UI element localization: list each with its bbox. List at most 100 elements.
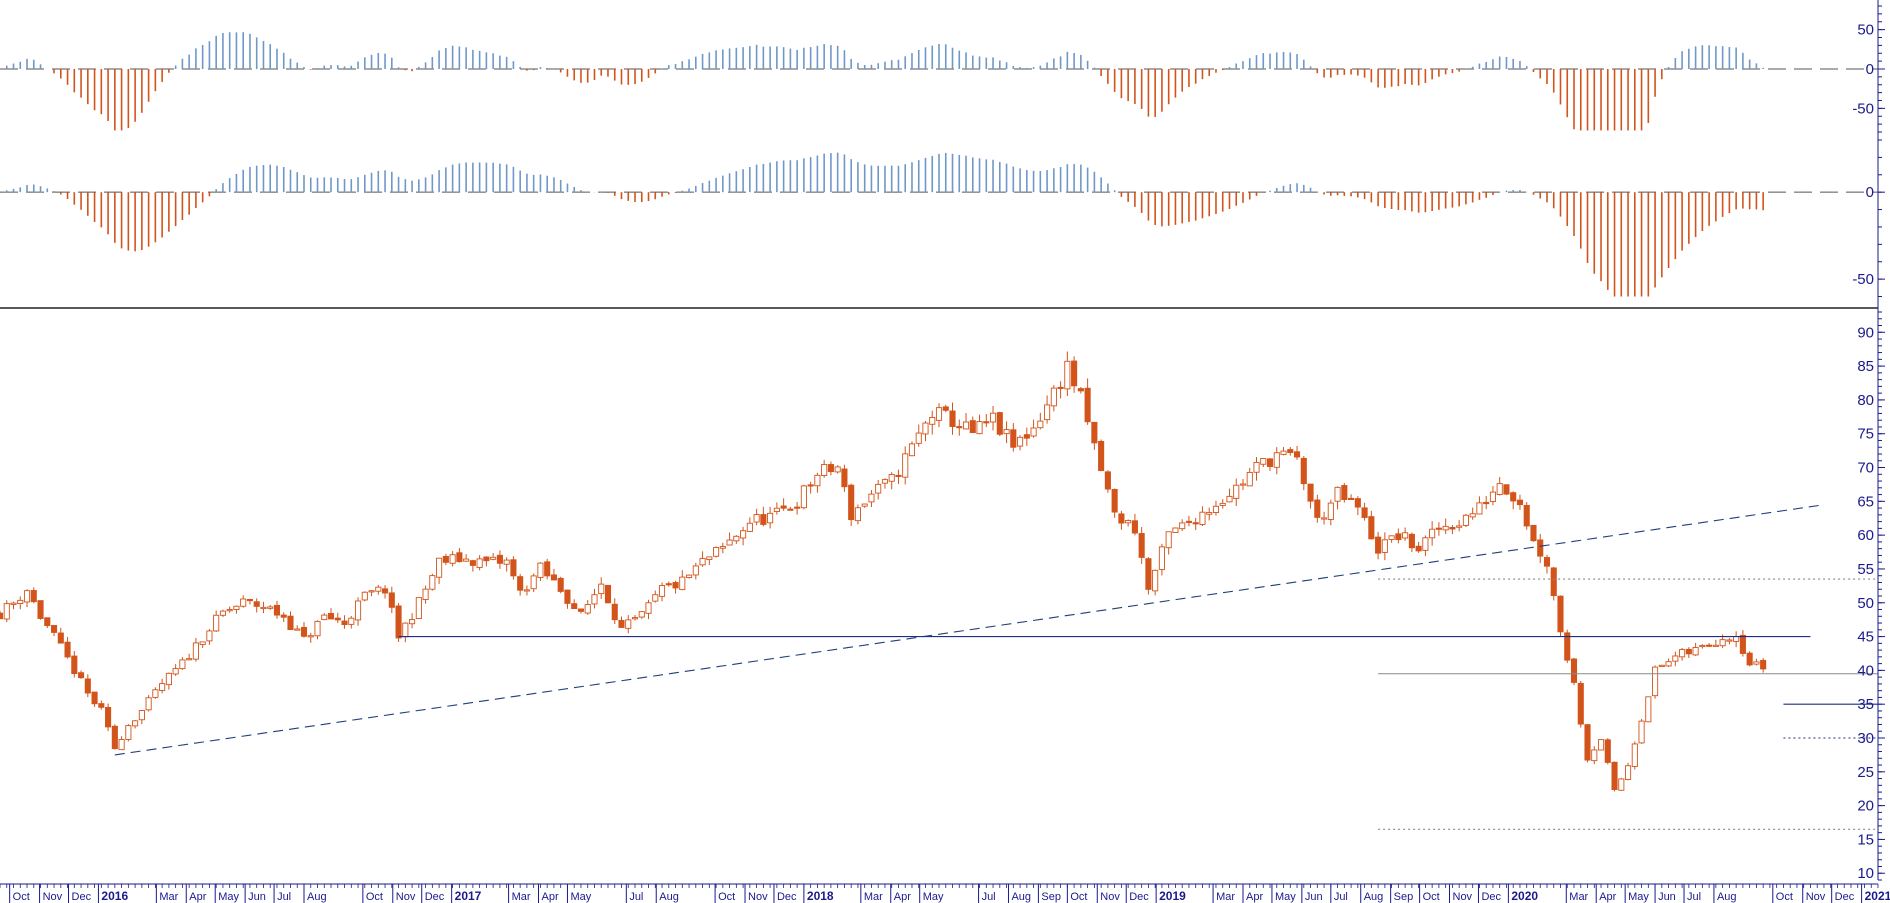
y-axis-tick-label: 15 <box>1857 831 1874 848</box>
candle-body <box>1753 661 1760 665</box>
y-axis-tick-label: 90 <box>1857 324 1874 341</box>
candle-body <box>1192 522 1199 525</box>
candle-body <box>1631 743 1638 767</box>
candle-body <box>1381 539 1388 553</box>
candle-body <box>503 559 510 565</box>
x-axis-month-label: Jun <box>1305 891 1323 903</box>
x-axis: Oct Nov Dec 2016 Mar Apr May Jun Jul Aug Oct Nov Dec… <box>0 883 1890 903</box>
x-axis-month-label: Dec <box>1835 891 1855 903</box>
candle-body <box>395 605 402 639</box>
candle-body <box>1030 427 1037 437</box>
candle-body <box>787 508 794 511</box>
y-axis-tick-label: 20 <box>1857 798 1874 815</box>
candle-body <box>388 592 395 608</box>
candle-body <box>888 474 895 482</box>
candle-body <box>382 588 389 594</box>
candle-body <box>1577 682 1584 725</box>
candle-body <box>875 483 882 494</box>
candle-body <box>510 559 517 577</box>
candle-body <box>280 614 287 618</box>
y-axis: -50 0 50 -50 0 10 15 20 25 30 35 40 45 50 55 60 65 70 75 80… <box>1852 0 1885 882</box>
x-axis-month-label: Nov <box>1806 891 1826 903</box>
candle-body <box>713 547 720 557</box>
candle-body <box>98 703 105 708</box>
candle-body <box>206 630 213 642</box>
candle-body <box>1557 595 1564 633</box>
candle-body <box>1591 749 1598 762</box>
x-axis-month-label: Jul <box>629 891 643 903</box>
candle-body <box>1084 387 1091 423</box>
candle-body <box>780 505 787 509</box>
candle-body <box>929 417 936 425</box>
candle-body <box>733 535 740 542</box>
x-axis-month-label: Nov <box>1453 891 1473 903</box>
candle-body <box>631 617 639 620</box>
x-axis-year-label: 2021 <box>1865 889 1890 903</box>
y-axis-tick-label: 55 <box>1857 561 1874 578</box>
x-axis-month-label: Dec <box>72 891 92 903</box>
candle-body <box>537 562 544 578</box>
candle-body <box>165 672 172 686</box>
x-axis-month-label: Dec <box>1129 891 1149 903</box>
candle-body <box>1077 388 1084 392</box>
x-axis-month-label: Oct <box>13 891 30 903</box>
candle-body <box>652 594 659 602</box>
y-axis-tick-label: 50 <box>1857 595 1874 612</box>
candle-body <box>821 464 828 476</box>
candle-body <box>1442 525 1449 531</box>
candle-body <box>760 514 767 525</box>
candle-body <box>1206 512 1213 515</box>
candle-body <box>665 583 672 586</box>
price-overlay-lines <box>114 504 1878 830</box>
y-axis-tick-label: 30 <box>1857 730 1874 747</box>
candle-body <box>1388 535 1395 540</box>
candle-body <box>1246 471 1253 487</box>
x-axis-month-label: Dec <box>777 891 797 903</box>
candle-body <box>1361 507 1368 518</box>
candle-body <box>854 507 861 522</box>
candle-body <box>983 421 990 424</box>
candle-body <box>550 574 557 581</box>
candle-body <box>456 552 463 563</box>
candle-body <box>557 577 564 592</box>
candle-body <box>199 641 206 645</box>
candle-body <box>1293 451 1301 458</box>
candle-body <box>1152 569 1159 592</box>
candle-body <box>1165 531 1172 549</box>
candle-body <box>17 599 24 604</box>
x-axis-month-label: Jul <box>982 891 996 903</box>
candle-body <box>1658 664 1665 667</box>
candle-body <box>807 484 814 487</box>
candle-body <box>57 632 64 644</box>
candle-body <box>186 658 193 661</box>
y-axis-tick-label: 50 <box>1857 22 1874 39</box>
candle-body <box>1395 533 1402 541</box>
candle-body <box>294 628 301 631</box>
candle-body <box>219 610 226 616</box>
candle-body <box>577 608 585 612</box>
candle-body <box>37 600 44 619</box>
candle-body <box>1692 647 1699 656</box>
candle-body <box>517 576 524 591</box>
x-axis-month-label: Oct <box>1423 891 1440 903</box>
candle-body <box>598 583 605 595</box>
candle-body <box>415 597 422 620</box>
candle-body <box>544 561 551 577</box>
candle-body <box>1489 491 1496 502</box>
candle-body <box>1226 495 1233 503</box>
y-axis-tick-label: -50 <box>1852 271 1874 288</box>
candle-body <box>604 584 612 604</box>
candle-body <box>469 560 476 566</box>
candle-body <box>1537 539 1544 557</box>
candle-body <box>686 574 693 578</box>
candle-body <box>1260 458 1267 465</box>
candle-body <box>1138 533 1145 558</box>
x-axis-month-label: Apr <box>1599 891 1616 903</box>
candle-body <box>442 555 449 563</box>
candle-body <box>679 576 686 591</box>
candle-body <box>827 464 834 473</box>
x-axis-month-label: Aug <box>1717 891 1737 903</box>
x-axis-month-label: Mar <box>512 891 531 903</box>
candle-body <box>1131 520 1138 534</box>
